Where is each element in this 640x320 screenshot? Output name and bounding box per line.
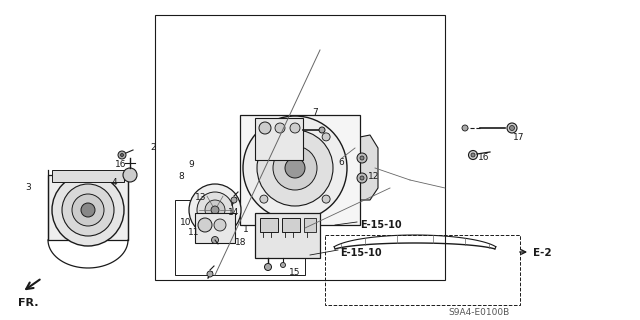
Circle shape: [264, 263, 271, 270]
Text: 18: 18: [235, 238, 246, 247]
Circle shape: [123, 168, 137, 182]
Circle shape: [285, 158, 305, 178]
Circle shape: [260, 133, 268, 141]
Circle shape: [81, 203, 95, 217]
Circle shape: [471, 153, 475, 157]
Circle shape: [273, 146, 317, 190]
Polygon shape: [340, 135, 378, 200]
Circle shape: [211, 206, 219, 214]
Text: S9A4-E0100B: S9A4-E0100B: [448, 308, 509, 317]
Circle shape: [211, 236, 218, 244]
Text: E-2: E-2: [533, 248, 552, 258]
Circle shape: [507, 123, 517, 133]
Circle shape: [357, 173, 367, 183]
Bar: [255, 213, 320, 258]
Bar: [282, 218, 300, 232]
Circle shape: [322, 133, 330, 141]
Circle shape: [62, 184, 114, 236]
Circle shape: [462, 125, 468, 131]
Text: 8: 8: [178, 172, 184, 181]
Circle shape: [257, 130, 333, 206]
Circle shape: [118, 151, 126, 159]
Bar: [325, 235, 520, 305]
Circle shape: [120, 154, 124, 156]
Text: 9: 9: [188, 160, 194, 169]
Circle shape: [198, 218, 212, 232]
Circle shape: [52, 174, 124, 246]
Circle shape: [360, 156, 364, 160]
Circle shape: [243, 116, 347, 220]
Bar: [52, 170, 124, 182]
Bar: [240, 115, 360, 225]
Circle shape: [360, 176, 364, 180]
Text: E-15-10: E-15-10: [340, 248, 381, 258]
Circle shape: [322, 195, 330, 203]
Text: FR.: FR.: [18, 298, 38, 308]
Bar: [255, 118, 303, 160]
Bar: [48, 175, 128, 240]
Text: 10: 10: [180, 218, 191, 227]
Text: 2: 2: [150, 143, 156, 152]
Circle shape: [319, 127, 325, 133]
Bar: [304, 218, 316, 232]
Text: 6: 6: [338, 158, 344, 167]
Circle shape: [275, 123, 285, 133]
Text: 13: 13: [195, 193, 207, 202]
Text: 7: 7: [312, 108, 317, 117]
Circle shape: [207, 271, 213, 277]
Text: E-15-10: E-15-10: [360, 220, 402, 230]
Circle shape: [214, 219, 226, 231]
Bar: [195, 213, 235, 243]
Text: 14: 14: [228, 208, 239, 217]
Text: 16: 16: [478, 153, 490, 162]
Text: 17: 17: [513, 133, 525, 142]
Text: 12: 12: [368, 172, 380, 181]
Circle shape: [205, 200, 225, 220]
Circle shape: [260, 195, 268, 203]
Circle shape: [72, 194, 104, 226]
Circle shape: [290, 123, 300, 133]
Text: 3: 3: [25, 183, 31, 192]
Text: 15: 15: [289, 268, 301, 277]
Circle shape: [231, 197, 237, 203]
Text: 11: 11: [188, 228, 200, 237]
Text: 1: 1: [243, 225, 249, 234]
Circle shape: [509, 125, 515, 131]
Circle shape: [357, 153, 367, 163]
Bar: [155, 15, 445, 280]
Circle shape: [189, 184, 241, 236]
Circle shape: [259, 122, 271, 134]
Text: 4: 4: [112, 178, 118, 187]
Circle shape: [280, 262, 285, 268]
Text: 16: 16: [115, 160, 127, 169]
Bar: [260, 218, 278, 232]
Circle shape: [197, 192, 233, 228]
Circle shape: [468, 150, 477, 159]
Bar: [175, 200, 305, 275]
